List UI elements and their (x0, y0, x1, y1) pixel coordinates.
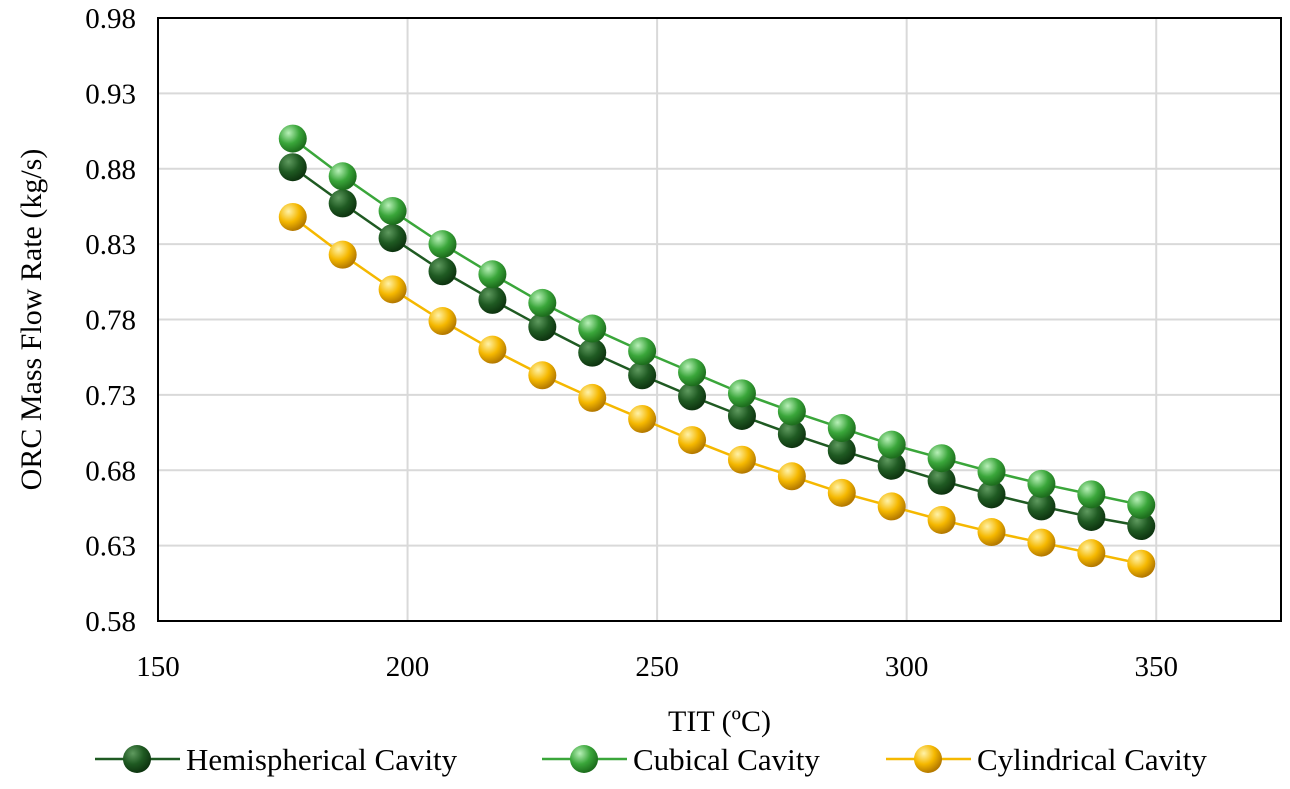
data-point (727, 379, 756, 408)
data-point (877, 492, 906, 521)
data-point (428, 307, 457, 336)
series-layer (278, 124, 1156, 578)
data-point (977, 518, 1006, 547)
legend-label: Cubical Cavity (633, 742, 820, 777)
data-point (678, 382, 707, 411)
data-point (927, 466, 956, 495)
data-point (977, 480, 1006, 509)
legend-marker (914, 745, 942, 773)
y-tick-label: 0.83 (85, 229, 136, 261)
data-point (278, 153, 307, 182)
data-point (678, 358, 707, 387)
series-line (292, 215, 1142, 565)
data-point (428, 257, 457, 286)
x-tick-label: 200 (386, 651, 430, 683)
x-tick-label: 250 (635, 651, 679, 683)
legend-item: Cubical Cavity (542, 742, 820, 777)
data-point (1077, 539, 1106, 568)
legend-marker (123, 745, 151, 773)
data-point (977, 457, 1006, 486)
y-tick-label: 0.58 (85, 606, 136, 638)
data-point (578, 338, 607, 367)
data-point (727, 401, 756, 430)
legend-label: Cylindrical Cavity (977, 742, 1207, 777)
data-point (428, 230, 457, 259)
data-point (1077, 502, 1106, 531)
data-point (877, 430, 906, 459)
legend: Hemispherical Cavity Cubical Cavity Cylind… (95, 742, 1207, 777)
y-axis-tick-labels: 0.58 0.63 0.68 0.73 0.78 0.83 0.88 0.93 0.98 (85, 3, 136, 638)
data-point (727, 445, 756, 474)
series-hemispherical-cavity (278, 153, 1156, 541)
data-point (628, 337, 657, 366)
y-tick-label: 0.98 (85, 3, 136, 35)
data-point (628, 404, 657, 433)
legend-item: Cylindrical Cavity (886, 742, 1207, 777)
plot-area-border (157, 17, 1282, 622)
x-tick-label: 150 (136, 651, 180, 683)
data-point (927, 444, 956, 473)
data-point (528, 288, 557, 317)
y-tick-label: 0.88 (85, 154, 136, 186)
legend-marker (570, 745, 598, 773)
data-point (328, 240, 357, 269)
series-cubical-cavity (278, 124, 1156, 519)
data-point (1127, 490, 1156, 519)
data-point (678, 426, 707, 455)
data-point (328, 162, 357, 191)
series-line (292, 166, 1142, 528)
data-point (328, 189, 357, 218)
data-point (1077, 480, 1106, 509)
data-point (777, 420, 806, 449)
data-point (1027, 528, 1056, 557)
x-tick-label: 350 (1134, 651, 1178, 683)
data-point (578, 383, 607, 412)
y-tick-label: 0.63 (85, 531, 136, 563)
data-point (1127, 512, 1156, 541)
data-point (378, 275, 407, 304)
data-point (378, 196, 407, 225)
data-point (278, 202, 307, 231)
legend-label: Hemispherical Cavity (186, 742, 458, 777)
data-point (927, 505, 956, 534)
data-point (378, 224, 407, 253)
data-point (877, 451, 906, 480)
series-cylindrical-cavity (278, 202, 1156, 578)
gridlines (158, 18, 1281, 621)
x-axis-title: TIT (ºC) (668, 705, 771, 738)
x-tick-label: 300 (885, 651, 929, 683)
data-point (278, 124, 307, 153)
data-point (1027, 492, 1056, 521)
data-point (478, 260, 507, 289)
y-tick-label: 0.73 (85, 380, 136, 412)
y-tick-label: 0.93 (85, 78, 136, 110)
data-point (1127, 549, 1156, 578)
y-axis-title: ORC Mass Flow Rate (kg/s) (15, 149, 48, 491)
data-point (528, 313, 557, 342)
data-point (777, 462, 806, 491)
data-point (1027, 469, 1056, 498)
y-tick-label: 0.68 (85, 455, 136, 487)
data-point (478, 285, 507, 314)
x-axis-tick-labels: 150 200 250 300 350 (136, 651, 1178, 683)
data-point (827, 436, 856, 465)
data-point (777, 397, 806, 426)
data-point (827, 414, 856, 443)
data-point (478, 335, 507, 364)
data-point (578, 314, 607, 343)
data-point (528, 361, 557, 390)
data-point (827, 478, 856, 507)
y-tick-label: 0.78 (85, 305, 136, 337)
data-point (628, 361, 657, 390)
legend-item: Hemispherical Cavity (95, 742, 458, 777)
